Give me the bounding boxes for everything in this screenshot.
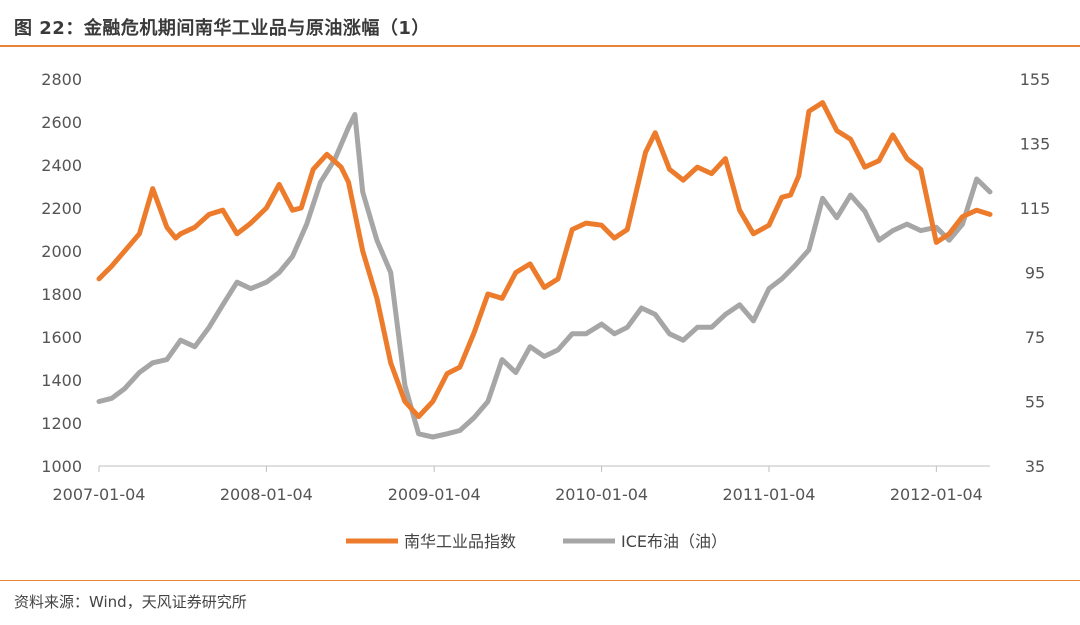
title-bar: 图 22：金融危机期间南华工业品与原油涨幅（1） — [0, 0, 1080, 46]
y-right-tick-label: 155 — [1020, 70, 1051, 89]
x-tick-label: 2010-01-04 — [555, 485, 648, 504]
legend-label: 南华工业品指数 — [404, 532, 516, 551]
series-line-nanhua — [96, 100, 993, 420]
source-note: 资料来源：Wind，天风证券研究所 — [14, 593, 247, 611]
footer-divider — [0, 580, 1080, 581]
y-left-tick-label: 1400 — [41, 371, 82, 390]
x-tick-label: 2007-01-04 — [53, 485, 146, 504]
series-group — [96, 100, 993, 440]
x-tick-label: 2012-01-04 — [890, 485, 983, 504]
y-right-tick-label: 95 — [1025, 264, 1045, 283]
y-right-tick-label: 35 — [1025, 457, 1045, 476]
y-right-tick-label: 75 — [1025, 328, 1045, 347]
page-title: 图 22：金融危机期间南华工业品与原油涨幅（1） — [14, 18, 430, 39]
y-left-tick-label: 2800 — [41, 70, 82, 89]
x-tick-label: 2011-01-04 — [722, 485, 815, 504]
title-divider — [0, 45, 1080, 47]
y-right-tick-label: 135 — [1020, 135, 1051, 154]
legend-label: ICE布油（油） — [621, 532, 727, 551]
y-left-tick-label: 1000 — [41, 457, 82, 476]
y-axis-right: 35 55 75 95 115 135 155 — [1020, 70, 1051, 476]
y-left-tick-label: 2600 — [41, 113, 82, 132]
y-right-tick-label: 55 — [1025, 393, 1045, 412]
y-left-tick-label: 2200 — [41, 199, 82, 218]
x-axis: 2007-01-04 2008-01-04 2009-01-04 2010-01-04… — [53, 466, 983, 504]
y-left-tick-label: 1600 — [41, 328, 82, 347]
x-tick-label: 2008-01-04 — [220, 485, 313, 504]
y-right-tick-label: 115 — [1020, 199, 1051, 218]
x-tick-label: 2009-01-04 — [388, 485, 481, 504]
y-axis-left: 1000 1200 1400 1600 1800 2000 2200 2400 2600 2800 — [41, 70, 82, 476]
legend-item-ice-brent: ICE布油（油） — [563, 532, 727, 551]
y-left-tick-label: 2000 — [41, 242, 82, 261]
y-left-tick-label: 1800 — [41, 285, 82, 304]
y-left-tick-label: 2400 — [41, 156, 82, 175]
legend: 南华工业品指数 ICE布油（油） — [346, 532, 727, 551]
line-chart: 2007-01-04 2008-01-04 2009-01-04 2010-01-04… — [41, 70, 1051, 551]
series-line-ice-brent — [96, 112, 993, 440]
y-left-tick-label: 1200 — [41, 414, 82, 433]
legend-item-nanhua: 南华工业品指数 — [346, 532, 516, 551]
